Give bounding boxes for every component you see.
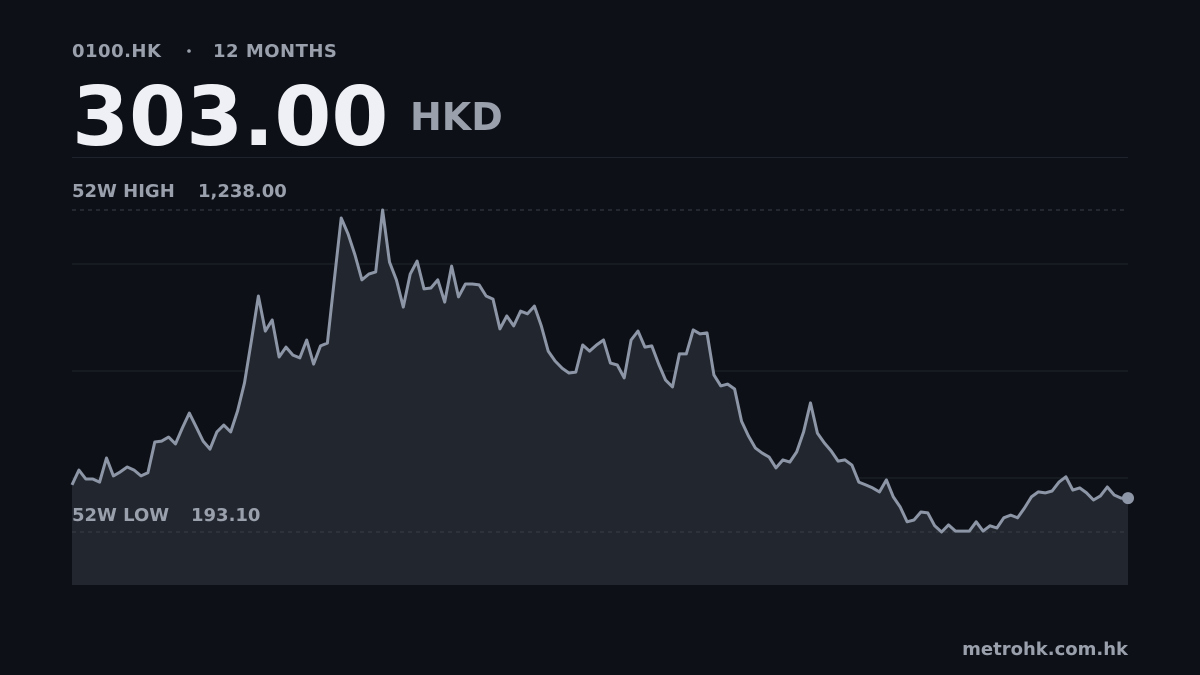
separator xyxy=(187,49,191,53)
high-value: 1,238.00 xyxy=(198,181,287,202)
last-point xyxy=(1122,492,1134,505)
high-label: 52W HIGH xyxy=(72,181,175,202)
price: 303.00 xyxy=(72,70,388,165)
ticker: 0100.HK xyxy=(72,41,162,62)
area-fill xyxy=(72,210,1128,585)
low-label: 52W LOW xyxy=(72,505,169,526)
low-value: 193.10 xyxy=(191,505,260,526)
price-line xyxy=(70,208,1128,534)
source: metrohk.com.hk xyxy=(962,639,1129,660)
currency: HKD xyxy=(410,95,503,139)
period: 12 MONTHS xyxy=(213,41,337,62)
